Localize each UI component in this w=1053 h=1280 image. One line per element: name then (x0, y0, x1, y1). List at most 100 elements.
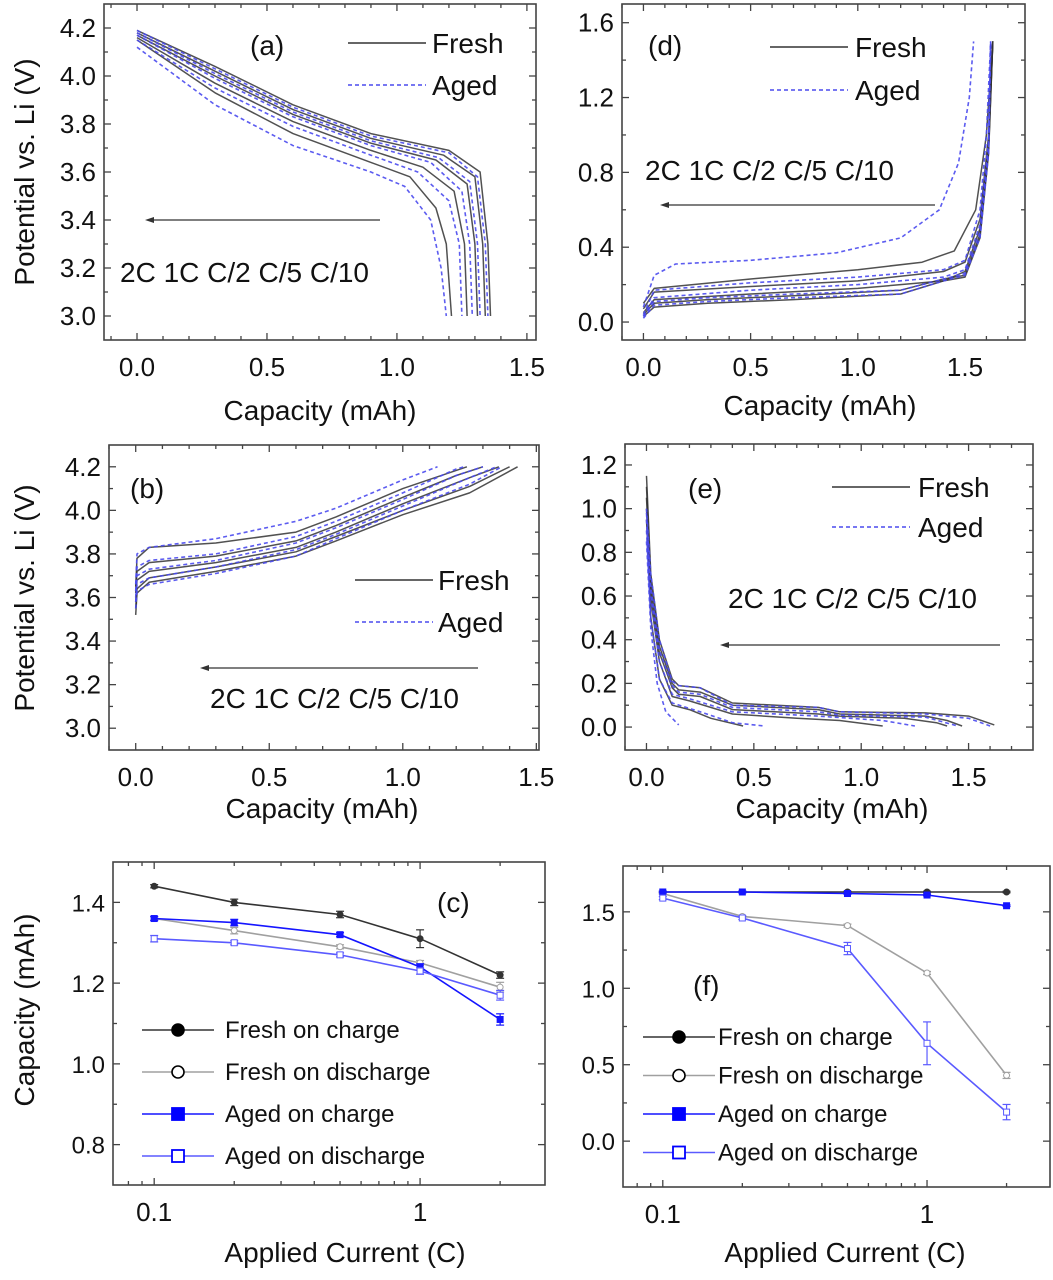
aged-curve (645, 512, 959, 727)
panel-d: 0.0 0.4 0.8 1.2 1.6 0.0 0.5 1.0 1.5 Capacity (mAh… (578, 3, 1026, 421)
legend-label: Fresh on charge (718, 1024, 893, 1051)
x-tick-label: 0.0 (118, 762, 154, 792)
x-tick-label: 0.0 (119, 352, 155, 382)
legend-fresh-label: Fresh (438, 565, 510, 596)
x-tick-label: 1 (920, 1199, 934, 1229)
y-tick-label: 3.4 (65, 626, 101, 656)
panel-label: (e) (688, 473, 722, 504)
series-fresh-on-charge (150, 882, 505, 979)
series-line (662, 891, 1007, 907)
data-point (738, 914, 746, 922)
plot-area (150, 882, 505, 1026)
data-point (1003, 1071, 1011, 1079)
aged-curve (645, 530, 765, 727)
plot-area (642, 41, 994, 319)
y-tick-label: 4.2 (60, 13, 96, 43)
y-tick-label: 0.8 (578, 157, 614, 187)
series-aged-on-charge (658, 888, 1011, 910)
x-tick-label: 0.5 (736, 762, 772, 792)
y-tick-label: 3.0 (65, 713, 101, 743)
x-tick-label: 1.5 (509, 352, 545, 382)
y-tick-label: 3.8 (60, 109, 96, 139)
data-point (923, 969, 931, 977)
x-tick-label: 0.0 (625, 352, 661, 382)
y-tick-label: 1.0 (582, 976, 615, 1003)
data-point (496, 983, 504, 991)
legend-label: Aged on charge (225, 1101, 394, 1128)
data-point (1003, 1108, 1011, 1116)
data-point (336, 943, 344, 951)
aged-curve (642, 41, 992, 315)
x-tick-label: 0.5 (733, 352, 769, 382)
panel-c: 0.8 1.0 1.2 1.4 0.1 1 Applied Current (C) Capac… (9, 861, 546, 1268)
y-tick-label: 1.5 (582, 900, 615, 927)
data-point (230, 919, 238, 927)
series-line (154, 937, 501, 996)
aged-curve (134, 466, 465, 592)
aged-curve (642, 41, 992, 317)
y-tick-label: 1.4 (72, 890, 105, 917)
aged-curve (134, 466, 438, 585)
panel-label: (f) (693, 970, 719, 1001)
fresh-curve (136, 36, 468, 317)
y-tick-label: 3.2 (65, 670, 101, 700)
aged-curve (134, 466, 502, 609)
y-tick-label: 1.0 (72, 1052, 105, 1079)
legend-label: Aged on discharge (225, 1143, 425, 1170)
legend-marker-filled-square (171, 1107, 185, 1121)
y-tick-label: 0.4 (578, 232, 614, 262)
aged-curve (642, 41, 992, 317)
legend-label: Fresh on discharge (718, 1063, 923, 1090)
data-point (230, 939, 238, 947)
y-tick-label: 0.2 (581, 668, 617, 698)
y-tick-label: 1.2 (72, 971, 105, 998)
legend-marker-filled-circle (171, 1023, 185, 1037)
data-point (843, 922, 851, 930)
panel-a: 3.0 3.2 3.4 3.6 3.8 4.0 4.2 0.0 0.5 1.0 1.5 Capacit… (9, 3, 545, 426)
legend-marker-open-circle (672, 1068, 686, 1083)
panel-f: 0.0 0.5 1.0 1.5 0.1 1 Applied Current (C) (f) Fr… (582, 865, 1051, 1268)
data-point (843, 890, 851, 898)
x-axis-title: Applied Current (C) (724, 1237, 965, 1268)
fresh-curve (134, 466, 510, 609)
y-tick-label: 3.2 (60, 253, 96, 283)
data-point (659, 888, 667, 896)
data-point (496, 1015, 504, 1023)
aged-curve (134, 466, 497, 602)
x-tick-label: 1.5 (947, 352, 983, 382)
panel-label: (b) (130, 473, 164, 504)
plot-area (658, 888, 1011, 1121)
plot-area (136, 29, 492, 317)
y-axis-title: Potential vs. Li (V) (9, 58, 40, 285)
legend-aged-label: Aged (438, 607, 503, 638)
legend-fresh-label: Fresh (432, 28, 504, 59)
data-point (416, 967, 424, 975)
data-point (416, 935, 424, 943)
x-tick-label: 1.5 (518, 762, 554, 792)
data-point (1003, 888, 1011, 896)
legend-marker-open-circle (171, 1065, 185, 1079)
arrow-left-icon (720, 642, 729, 648)
y-tick-label: 1.2 (578, 83, 614, 113)
plot-frame (622, 865, 1051, 1188)
rate-order-annotation: 2C 1C C/2 C/5 C/10 (645, 155, 894, 186)
aged-curve (645, 541, 680, 726)
data-point (1003, 902, 1011, 910)
aged-curve (136, 29, 489, 317)
plot-area (645, 475, 995, 727)
y-tick-label: 0.4 (581, 625, 617, 655)
fresh-curve (645, 508, 883, 727)
legend-aged-label: Aged (918, 512, 983, 543)
panel-b: 3.0 3.2 3.4 3.6 3.8 4.0 4.2 0.0 0.5 1.0 1.5 Capacit… (9, 444, 554, 824)
y-tick-label: 3.6 (60, 157, 96, 187)
aged-curve (136, 34, 474, 317)
y-tick-label: 3.4 (60, 205, 96, 235)
legend-marker-filled-square (672, 1107, 686, 1121)
data-point (923, 891, 931, 899)
series-aged-on-discharge (150, 934, 505, 1001)
fresh-curve (645, 497, 948, 727)
y-tick-label: 1.6 (578, 8, 614, 38)
y-tick-label: 3.0 (60, 301, 96, 331)
y-tick-label: 4.2 (65, 452, 101, 482)
